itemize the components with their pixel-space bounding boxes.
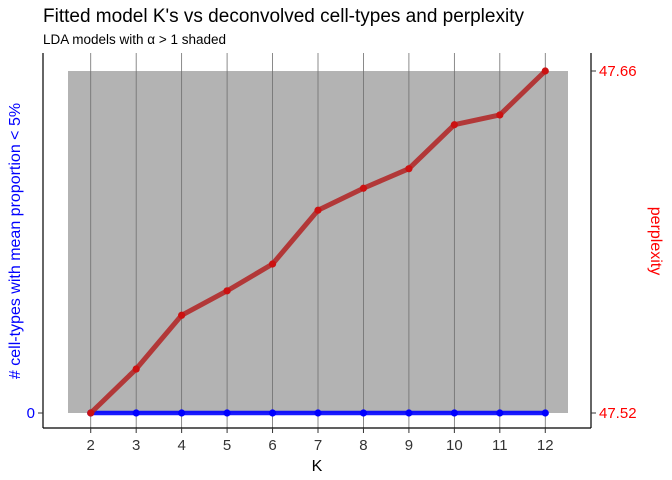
right-tick-label-0: 47.52 <box>599 405 637 422</box>
point-right-k5 <box>223 287 231 295</box>
point-left-k5 <box>223 409 231 417</box>
point-left-k10 <box>450 409 458 417</box>
point-left-k9 <box>405 409 413 417</box>
chart-title: Fitted model K's vs deconvolved cell-typ… <box>43 6 524 27</box>
point-left-k12 <box>541 409 549 417</box>
left-axis-title: # cell-types with mean proportion < 5% <box>7 103 24 379</box>
point-right-k6 <box>268 260 277 268</box>
point-left-k8 <box>359 409 368 417</box>
right-axis-title: perplexity <box>647 207 664 275</box>
x-tick-label-6: 6 <box>268 437 276 454</box>
point-left-k11 <box>496 409 504 417</box>
point-right-k4 <box>178 311 186 319</box>
vertical-gridlines <box>90 53 546 428</box>
left-tick-label-0: 0 <box>27 405 35 422</box>
x-tick-label-3: 3 <box>132 437 140 454</box>
chart-subtitle: LDA models with α > 1 shaded <box>43 32 226 47</box>
x-tick-label-7: 7 <box>314 437 322 454</box>
point-right-k2 <box>87 409 95 417</box>
point-left-k3 <box>132 409 140 417</box>
x-tick-label-4: 4 <box>177 437 185 454</box>
point-right-k9 <box>405 165 413 173</box>
point-right-k7 <box>314 206 322 214</box>
x-tick-label-11: 11 <box>492 437 508 454</box>
series-layer <box>87 67 549 417</box>
point-right-k10 <box>450 121 458 129</box>
right-axis-ticks: 47.52 47.66 <box>591 63 637 422</box>
x-axis-title: K <box>312 458 323 475</box>
x-axis-ticks: 2 3 4 5 6 7 8 9 10 11 12 <box>87 428 554 454</box>
point-right-k8 <box>359 184 368 192</box>
point-right-k12 <box>541 67 549 75</box>
left-axis-ticks: 0 <box>27 405 43 422</box>
x-tick-label-9: 9 <box>405 437 413 454</box>
x-tick-label-8: 8 <box>359 437 367 454</box>
x-tick-label-5: 5 <box>223 437 231 454</box>
right-tick-label-1: 47.66 <box>599 63 637 80</box>
point-left-k7 <box>314 409 322 417</box>
x-tick-label-10: 10 <box>446 437 463 454</box>
point-right-k11 <box>496 111 504 119</box>
x-tick-label-2: 2 <box>87 437 95 454</box>
point-left-k6 <box>268 409 277 417</box>
point-left-k4 <box>178 409 186 417</box>
series-right <box>87 67 549 417</box>
x-tick-label-12: 12 <box>537 437 554 454</box>
point-right-k3 <box>132 365 140 373</box>
